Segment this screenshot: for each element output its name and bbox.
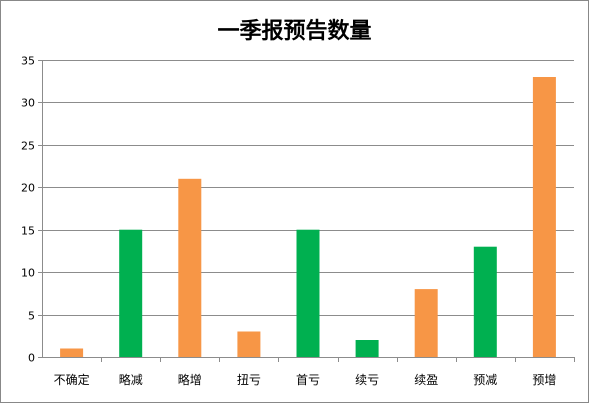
bar bbox=[355, 340, 379, 357]
x-tick-label: 不确定 bbox=[54, 372, 90, 387]
bar bbox=[178, 178, 202, 357]
x-tick-label: 预增 bbox=[532, 373, 556, 387]
x-tick-label: 略减 bbox=[119, 372, 143, 387]
y-tick-label: 0 bbox=[28, 352, 35, 365]
y-tick-label: 15 bbox=[21, 225, 35, 238]
x-tick-label: 略增 bbox=[178, 372, 202, 387]
x-tick-label: 预减 bbox=[473, 373, 497, 387]
y-tick-label: 20 bbox=[21, 182, 35, 195]
x-tick-label: 续盈 bbox=[414, 373, 438, 387]
bar bbox=[532, 77, 556, 357]
bar bbox=[414, 289, 438, 357]
bar bbox=[237, 331, 261, 357]
x-tick-label: 续亏 bbox=[355, 373, 379, 387]
chart-title: 一季报预告数量 bbox=[217, 18, 372, 44]
y-tick-label: 30 bbox=[21, 97, 35, 110]
bar bbox=[119, 229, 143, 357]
y-tick-label: 25 bbox=[21, 140, 35, 153]
bar bbox=[296, 229, 320, 357]
axes bbox=[38, 60, 575, 362]
axis-labels: 0 5 10 15 20 25 30 35 不确定 略减 略增 扭亏 首亏 续亏 续盈 预减 预增 bbox=[21, 55, 556, 388]
x-tick-label: 扭亏 bbox=[237, 373, 261, 387]
x-tick-label: 首亏 bbox=[296, 373, 320, 387]
y-tick-label: 35 bbox=[21, 55, 35, 68]
bar bbox=[473, 246, 497, 357]
bar bbox=[60, 348, 84, 357]
bars bbox=[60, 77, 556, 357]
y-tick-label: 5 bbox=[28, 310, 35, 323]
y-tick-label: 10 bbox=[21, 267, 35, 280]
